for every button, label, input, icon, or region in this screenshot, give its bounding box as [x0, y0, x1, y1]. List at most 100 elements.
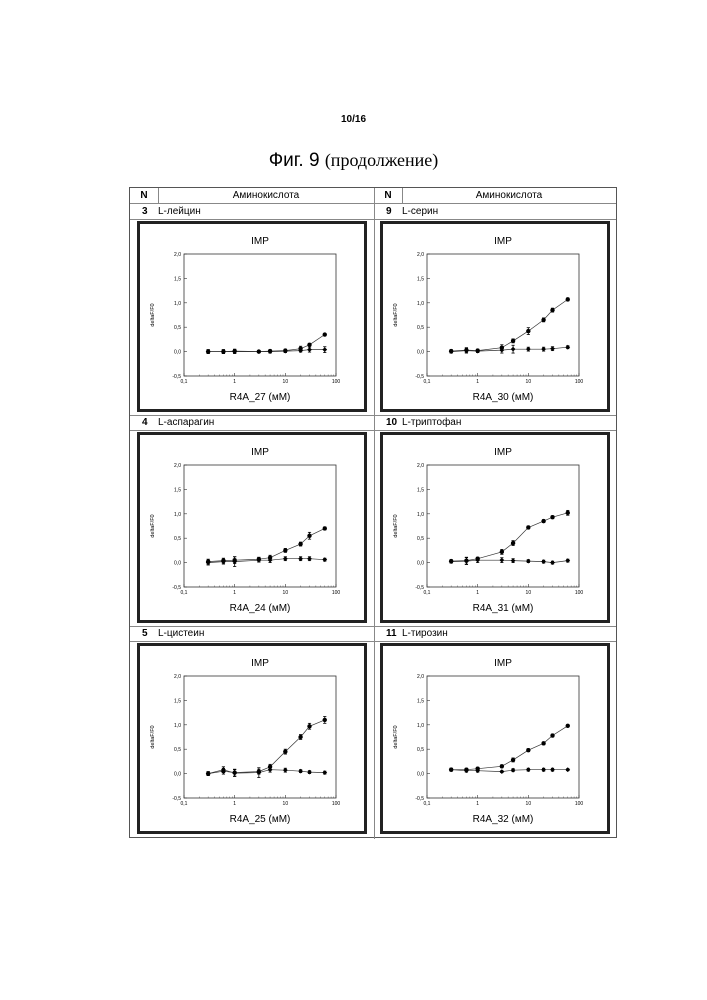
data-point: [525, 558, 531, 564]
data-point: [565, 510, 570, 516]
x-tick-label: 1: [233, 379, 236, 385]
data-point: [232, 770, 238, 776]
chart-r4a-25: IMP -0,5 0,0 0,5 1,0 1,5 2,0 0,1 1 10 100 deltaF/F0…: [150, 658, 340, 825]
y-tick-label: 2,0: [417, 252, 424, 258]
row-divider: [130, 430, 616, 431]
data-point: [448, 349, 454, 354]
row-divider: [130, 641, 616, 642]
data-point: [232, 349, 238, 354]
data-point: [307, 769, 312, 775]
data-point: [526, 525, 531, 530]
data-point: [464, 558, 469, 564]
data-point: [307, 342, 312, 347]
data-point: [510, 540, 516, 546]
x-tick-label: 10: [526, 801, 532, 807]
data-point: [565, 558, 571, 564]
chart-title: IMP: [251, 447, 269, 458]
x-tick-label: 100: [575, 590, 584, 596]
data-point: [475, 348, 481, 354]
data-point: [525, 767, 531, 773]
data-point: [499, 549, 505, 555]
data-point: [475, 557, 481, 563]
y-tick-label: 0,0: [174, 561, 181, 567]
y-tick-label: 1,0: [417, 512, 424, 518]
chart-r4a-27: IMP -0,5 0,0 0,5 1,0 1,5 2,0 0,1 1 10 100 deltaF/F0…: [150, 236, 340, 403]
y-axis-label: deltaF/F0: [150, 303, 156, 326]
y-tick-label: 1,5: [174, 487, 181, 493]
data-point: [550, 767, 555, 773]
y-tick-label: 0,0: [417, 772, 424, 778]
figure-label: Фиг. 9: [268, 150, 320, 171]
data-point: [510, 346, 516, 352]
header-amino-right: Аминокислота: [402, 188, 616, 204]
y-tick-label: 1,0: [174, 512, 181, 518]
data-point: [464, 768, 469, 774]
chart-title: IMP: [494, 658, 512, 669]
x-tick-label: 10: [526, 379, 532, 385]
data-point: [267, 764, 273, 769]
y-tick-label: 1,5: [417, 276, 424, 282]
data-point: [282, 767, 288, 773]
row-label-right-2: 10 L-триптофан: [386, 415, 461, 430]
data-point: [221, 767, 226, 773]
data-point: [298, 556, 303, 562]
amino-acid-name: L-цистеин: [158, 628, 205, 639]
data-point: [282, 556, 288, 562]
series-line: [451, 725, 568, 771]
row-label-left-2: 4 L-аспарагин: [142, 415, 214, 430]
figure-title: Фиг. 9 (продолжение): [0, 150, 707, 172]
data-point: [448, 559, 454, 565]
data-point: [307, 533, 312, 538]
amino-acid-name: L-лейцин: [158, 206, 201, 217]
data-point: [565, 767, 571, 773]
y-tick-label: 0,0: [174, 350, 181, 356]
y-tick-label: 0,5: [417, 747, 424, 753]
y-tick-label: 2,0: [174, 463, 181, 469]
y-tick-label: 1,0: [174, 723, 181, 729]
data-point: [510, 767, 516, 773]
data-point: [221, 349, 226, 354]
data-point: [256, 770, 262, 776]
data-point: [322, 557, 328, 563]
y-tick-label: 1,5: [417, 487, 424, 493]
x-tick-label: 1: [233, 801, 236, 807]
x-tick-label: 10: [283, 801, 289, 807]
data-point: [526, 747, 531, 753]
data-point: [267, 349, 273, 354]
data-point: [550, 307, 555, 313]
data-point: [322, 332, 327, 337]
row-label-right-3: 11 L-тирозин: [386, 626, 448, 641]
data-point: [541, 767, 546, 773]
data-point: [267, 767, 273, 773]
x-axis-label: R4A_27 (мМ): [230, 392, 291, 403]
y-tick-label: -0,5: [415, 374, 424, 380]
data-point: [565, 297, 570, 302]
row-divider: [130, 415, 616, 416]
amino-acid-name: L-триптофан: [402, 417, 462, 428]
figure-table: N Аминокислота N Аминокислота 3 L-лейцин …: [129, 187, 617, 839]
data-point: [307, 724, 312, 729]
y-axis-label: deltaF/F0: [393, 303, 399, 326]
y-tick-label: 0,5: [174, 747, 181, 753]
y-tick-label: 0,5: [174, 536, 181, 542]
center-divider: [374, 188, 375, 839]
x-tick-label: 0,1: [181, 379, 188, 385]
chart-r4a-24: IMP -0,5 0,0 0,5 1,0 1,5 2,0 0,1 1 10 100 deltaF/F0…: [150, 447, 340, 614]
chart-title: IMP: [251, 658, 269, 669]
y-tick-label: 1,5: [174, 698, 181, 704]
x-tick-label: 100: [575, 801, 584, 807]
data-point: [205, 560, 211, 565]
y-axis-label: deltaF/F0: [393, 725, 399, 748]
y-tick-label: 0,5: [417, 325, 424, 331]
y-axis-label: deltaF/F0: [393, 514, 399, 537]
row-number: 5: [142, 628, 148, 639]
data-point: [322, 770, 328, 776]
chart-panel: IMP -0,5 0,0 0,5 1,0 1,5 2,0 0,1 1 10 100 deltaF/F0…: [137, 432, 367, 623]
data-point: [525, 346, 531, 352]
series-line: [208, 334, 325, 352]
data-point: [499, 764, 505, 769]
data-point: [541, 741, 546, 746]
data-point: [448, 767, 454, 773]
data-point: [550, 560, 555, 565]
data-point: [307, 556, 312, 562]
